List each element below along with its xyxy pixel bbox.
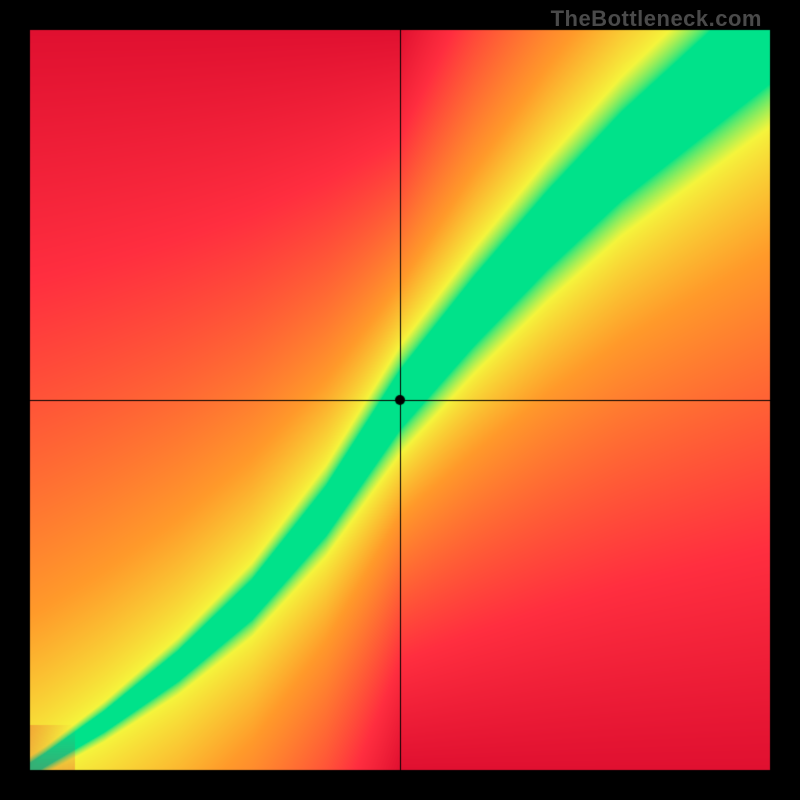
watermark-text: TheBottleneck.com xyxy=(551,6,762,32)
chart-container: TheBottleneck.com xyxy=(0,0,800,800)
bottleneck-heatmap xyxy=(0,0,800,800)
